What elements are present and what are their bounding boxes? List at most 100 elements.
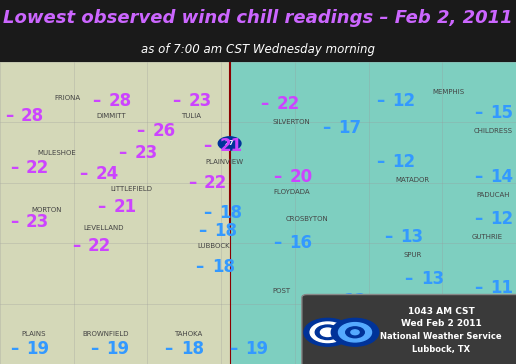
Text: –: – <box>118 143 126 162</box>
Text: –: – <box>474 104 482 122</box>
Text: –: – <box>5 107 13 125</box>
Text: –: – <box>327 292 335 309</box>
Circle shape <box>218 137 241 150</box>
Text: 14: 14 <box>491 168 513 186</box>
Text: –: – <box>188 174 196 192</box>
Text: Wed Feb 2 2011: Wed Feb 2 2011 <box>401 319 481 328</box>
Text: TAHOKA: TAHOKA <box>174 331 202 337</box>
Text: –: – <box>72 237 80 255</box>
Text: 13: 13 <box>421 270 444 288</box>
Text: –: – <box>384 228 392 246</box>
Circle shape <box>351 330 359 335</box>
Text: POST: POST <box>272 289 291 294</box>
Text: –: – <box>405 270 413 288</box>
Text: CHILDRESS: CHILDRESS <box>473 128 512 134</box>
Text: –: – <box>136 122 144 141</box>
Text: MORTON: MORTON <box>31 207 62 213</box>
Text: 18: 18 <box>215 222 237 240</box>
Text: MULESHOE: MULESHOE <box>37 150 76 155</box>
Circle shape <box>304 318 351 346</box>
Text: –: – <box>172 92 181 110</box>
Text: Lowest observed wind chill readings – Feb 2, 2011: Lowest observed wind chill readings – Fe… <box>3 9 513 27</box>
Text: 28: 28 <box>21 107 44 125</box>
Text: ASPERMONT: ASPERMONT <box>471 304 514 310</box>
Text: 18: 18 <box>212 258 235 276</box>
Text: GUTHRIE: GUTHRIE <box>472 234 503 240</box>
Text: –: – <box>474 280 482 297</box>
Text: –: – <box>376 92 384 110</box>
Text: FRIONA: FRIONA <box>54 95 80 101</box>
Text: –: – <box>92 92 101 110</box>
Text: 27: 27 <box>225 141 234 146</box>
Text: –: – <box>98 198 106 216</box>
Text: TULIA: TULIA <box>181 113 201 119</box>
Text: 20: 20 <box>289 168 312 186</box>
Text: MEMPHIS: MEMPHIS <box>433 89 465 95</box>
Text: National Weather Service: National Weather Service <box>380 332 502 341</box>
Text: 19: 19 <box>106 340 129 358</box>
Text: 28: 28 <box>109 92 132 110</box>
Circle shape <box>346 327 364 338</box>
Text: 11: 11 <box>491 280 513 297</box>
Text: 15: 15 <box>491 104 513 122</box>
Circle shape <box>331 318 379 346</box>
Text: 19: 19 <box>246 340 268 358</box>
Text: 21: 21 <box>220 138 243 155</box>
Text: 21: 21 <box>114 198 137 216</box>
Text: Lubbock, TX: Lubbock, TX <box>412 345 470 354</box>
Text: –: – <box>229 340 237 358</box>
Text: 19: 19 <box>26 340 49 358</box>
Text: –: – <box>90 340 98 358</box>
Text: –: – <box>10 340 18 358</box>
Text: 22: 22 <box>276 95 300 113</box>
Text: 23: 23 <box>134 143 158 162</box>
Text: PADUCAH: PADUCAH <box>476 192 509 198</box>
Text: –: – <box>474 168 482 186</box>
Text: BROWNFIELD: BROWNFIELD <box>83 331 129 337</box>
Text: MATADOR: MATADOR <box>396 177 430 183</box>
Bar <box>230 62 516 364</box>
Text: 13: 13 <box>400 228 423 246</box>
Text: –: – <box>10 159 18 177</box>
Text: 18: 18 <box>220 204 243 222</box>
Text: 22: 22 <box>26 159 50 177</box>
Text: –: – <box>203 138 212 155</box>
Text: –: – <box>273 234 281 252</box>
Text: 18: 18 <box>181 340 204 358</box>
Text: –: – <box>198 222 206 240</box>
Text: 26: 26 <box>153 122 175 141</box>
Text: CROSBYTON: CROSBYTON <box>286 216 328 222</box>
Text: PLAINS: PLAINS <box>21 331 46 337</box>
Text: 22: 22 <box>88 237 111 255</box>
FancyBboxPatch shape <box>302 294 516 364</box>
Circle shape <box>320 328 335 336</box>
Text: JAYTON: JAYTON <box>429 294 454 301</box>
Text: FLOYDADA: FLOYDADA <box>273 189 310 195</box>
Text: LITTLEFIELD: LITTLEFIELD <box>110 186 153 192</box>
Text: 12: 12 <box>344 292 366 309</box>
Text: –: – <box>474 210 482 228</box>
Text: PLAINVIEW: PLAINVIEW <box>205 159 244 165</box>
Text: 23: 23 <box>188 92 212 110</box>
Text: –: – <box>322 119 330 137</box>
Text: 17: 17 <box>338 119 361 137</box>
Text: –: – <box>203 204 212 222</box>
Text: –: – <box>376 153 384 171</box>
Circle shape <box>310 322 345 343</box>
Text: SPUR: SPUR <box>404 252 422 258</box>
Text: 12: 12 <box>393 153 415 171</box>
Text: SILVERTON: SILVERTON <box>272 119 311 125</box>
Text: DIMMITT: DIMMITT <box>96 113 126 119</box>
Text: 1043 AM CST: 1043 AM CST <box>408 306 475 316</box>
Text: LUBBOCK: LUBBOCK <box>198 243 231 249</box>
Text: –: – <box>79 165 88 183</box>
Text: –: – <box>196 258 204 276</box>
Text: as of 7:00 am CST Wednesday morning: as of 7:00 am CST Wednesday morning <box>141 43 375 56</box>
Circle shape <box>338 323 372 342</box>
Text: 12: 12 <box>393 92 415 110</box>
Text: 22: 22 <box>204 174 228 192</box>
Text: –: – <box>165 340 173 358</box>
Circle shape <box>315 325 340 340</box>
Text: 23: 23 <box>26 213 50 231</box>
Text: 12: 12 <box>491 210 513 228</box>
